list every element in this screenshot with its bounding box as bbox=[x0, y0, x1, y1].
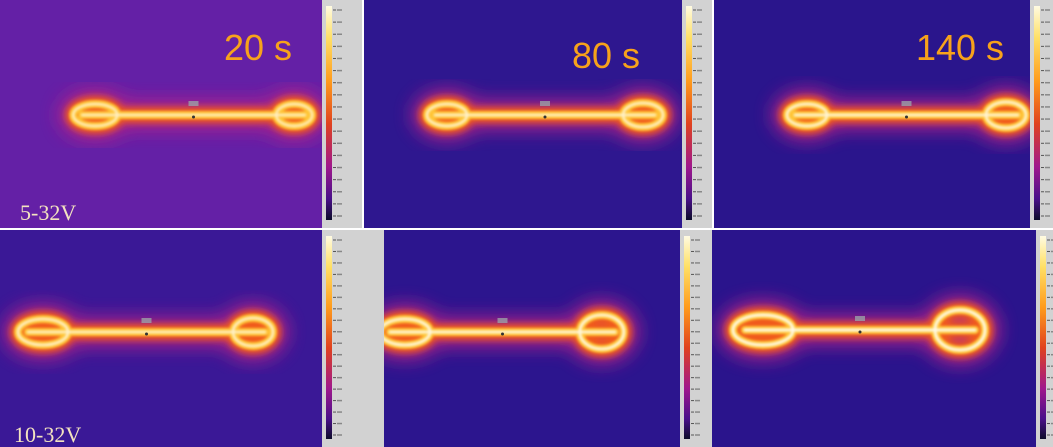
color-scale bbox=[682, 0, 712, 228]
scale-bar bbox=[326, 6, 332, 220]
scale-bar bbox=[1040, 236, 1046, 439]
thermal-panel bbox=[364, 0, 712, 228]
thermal-figure: 20 s 80 s 140 s 5-32V 10-32V bbox=[0, 0, 1053, 447]
scale-bar bbox=[686, 6, 692, 220]
heated-wire bbox=[18, 318, 273, 346]
color-scale bbox=[1036, 230, 1053, 447]
heated-wire bbox=[787, 101, 1026, 128]
cursor-dot bbox=[859, 331, 862, 334]
thermal-panel bbox=[380, 230, 712, 447]
heated-wire bbox=[427, 101, 663, 127]
scale-bar bbox=[684, 236, 690, 439]
color-scale bbox=[680, 230, 712, 447]
thermal-panel bbox=[0, 0, 362, 228]
thermal-panel bbox=[0, 230, 384, 447]
cursor-marker bbox=[142, 318, 152, 323]
time-label: 140 s bbox=[916, 27, 1004, 68]
thermal-panel bbox=[712, 230, 1053, 447]
cursor-dot bbox=[501, 333, 504, 336]
cursor-dot bbox=[905, 116, 908, 119]
cursor-dot bbox=[145, 333, 148, 336]
scale-bar bbox=[326, 236, 332, 439]
color-scale bbox=[1030, 0, 1053, 228]
cursor-marker bbox=[902, 101, 912, 106]
color-scale bbox=[322, 230, 384, 447]
color-scale bbox=[322, 0, 362, 228]
heated-wire bbox=[380, 315, 624, 349]
cursor-dot bbox=[192, 116, 195, 119]
cursor-marker bbox=[189, 101, 199, 106]
panels bbox=[0, 0, 1053, 447]
heated-wire bbox=[73, 101, 312, 126]
scale-bar bbox=[1034, 6, 1040, 220]
time-label: 20 s bbox=[224, 27, 292, 68]
cursor-dot bbox=[544, 116, 547, 119]
heated-wire bbox=[733, 310, 985, 350]
voltage-label: 5-32V bbox=[20, 200, 76, 225]
cursor-marker bbox=[498, 318, 508, 323]
cursor-marker bbox=[540, 101, 550, 106]
voltage-label: 10-32V bbox=[14, 422, 81, 447]
time-label: 80 s bbox=[572, 35, 640, 76]
cursor-marker bbox=[855, 316, 865, 321]
